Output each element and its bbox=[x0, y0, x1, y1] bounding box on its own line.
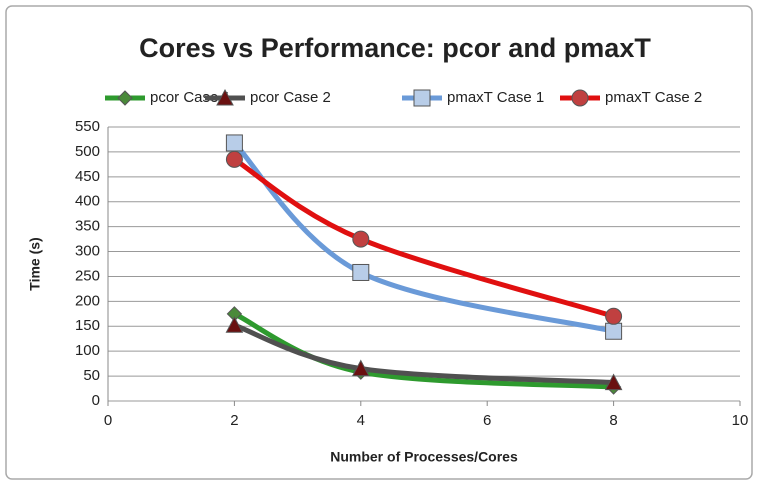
x-tick-label: 0 bbox=[104, 412, 112, 429]
x-tick-label: 10 bbox=[732, 412, 749, 429]
y-tick-label: 350 bbox=[75, 218, 100, 235]
legend-marker bbox=[571, 89, 589, 107]
series-line bbox=[231, 322, 617, 386]
x-tick-label: 6 bbox=[483, 412, 491, 429]
legend-label: pmaxT Case 2 bbox=[605, 89, 702, 106]
data-point bbox=[605, 307, 623, 325]
y-tick-label: 0 bbox=[92, 392, 100, 409]
chart-title: Cores vs Performance: pcor and pmaxT bbox=[139, 33, 651, 63]
y-axis-label: Time (s) bbox=[27, 237, 43, 290]
data-point bbox=[604, 373, 623, 391]
y-tick-label: 500 bbox=[75, 143, 100, 160]
x-axis-label: Number of Processes/Cores bbox=[330, 449, 518, 465]
data-point bbox=[605, 322, 623, 340]
legend-label: pcor Case 1 bbox=[150, 89, 231, 106]
y-tick-label: 250 bbox=[75, 267, 100, 284]
data-point bbox=[225, 134, 243, 152]
data-point bbox=[225, 150, 243, 168]
y-tick-label: 150 bbox=[75, 317, 100, 334]
legend-label: pcor Case 2 bbox=[250, 89, 331, 106]
y-tick-label: 50 bbox=[83, 367, 100, 384]
data-point bbox=[352, 263, 370, 281]
x-tick-label: 2 bbox=[230, 412, 238, 429]
y-tick-label: 300 bbox=[75, 243, 100, 260]
series-line bbox=[231, 311, 617, 390]
x-tick-label: 8 bbox=[609, 412, 617, 429]
legend-marker bbox=[117, 90, 133, 106]
series-line bbox=[231, 156, 617, 319]
y-tick-label: 100 bbox=[75, 342, 100, 359]
legend-label: pmaxT Case 1 bbox=[447, 89, 544, 106]
data-point bbox=[351, 359, 370, 377]
legend-marker bbox=[216, 88, 234, 106]
y-tick-label: 400 bbox=[75, 193, 100, 210]
x-tick-label: 4 bbox=[357, 412, 365, 429]
data-point bbox=[352, 230, 370, 248]
y-tick-label: 550 bbox=[75, 118, 100, 135]
y-tick-label: 200 bbox=[75, 292, 100, 309]
y-tick-label: 450 bbox=[75, 168, 100, 185]
data-point bbox=[225, 316, 244, 333]
chart-border bbox=[5, 5, 753, 480]
legend-marker bbox=[413, 89, 431, 107]
